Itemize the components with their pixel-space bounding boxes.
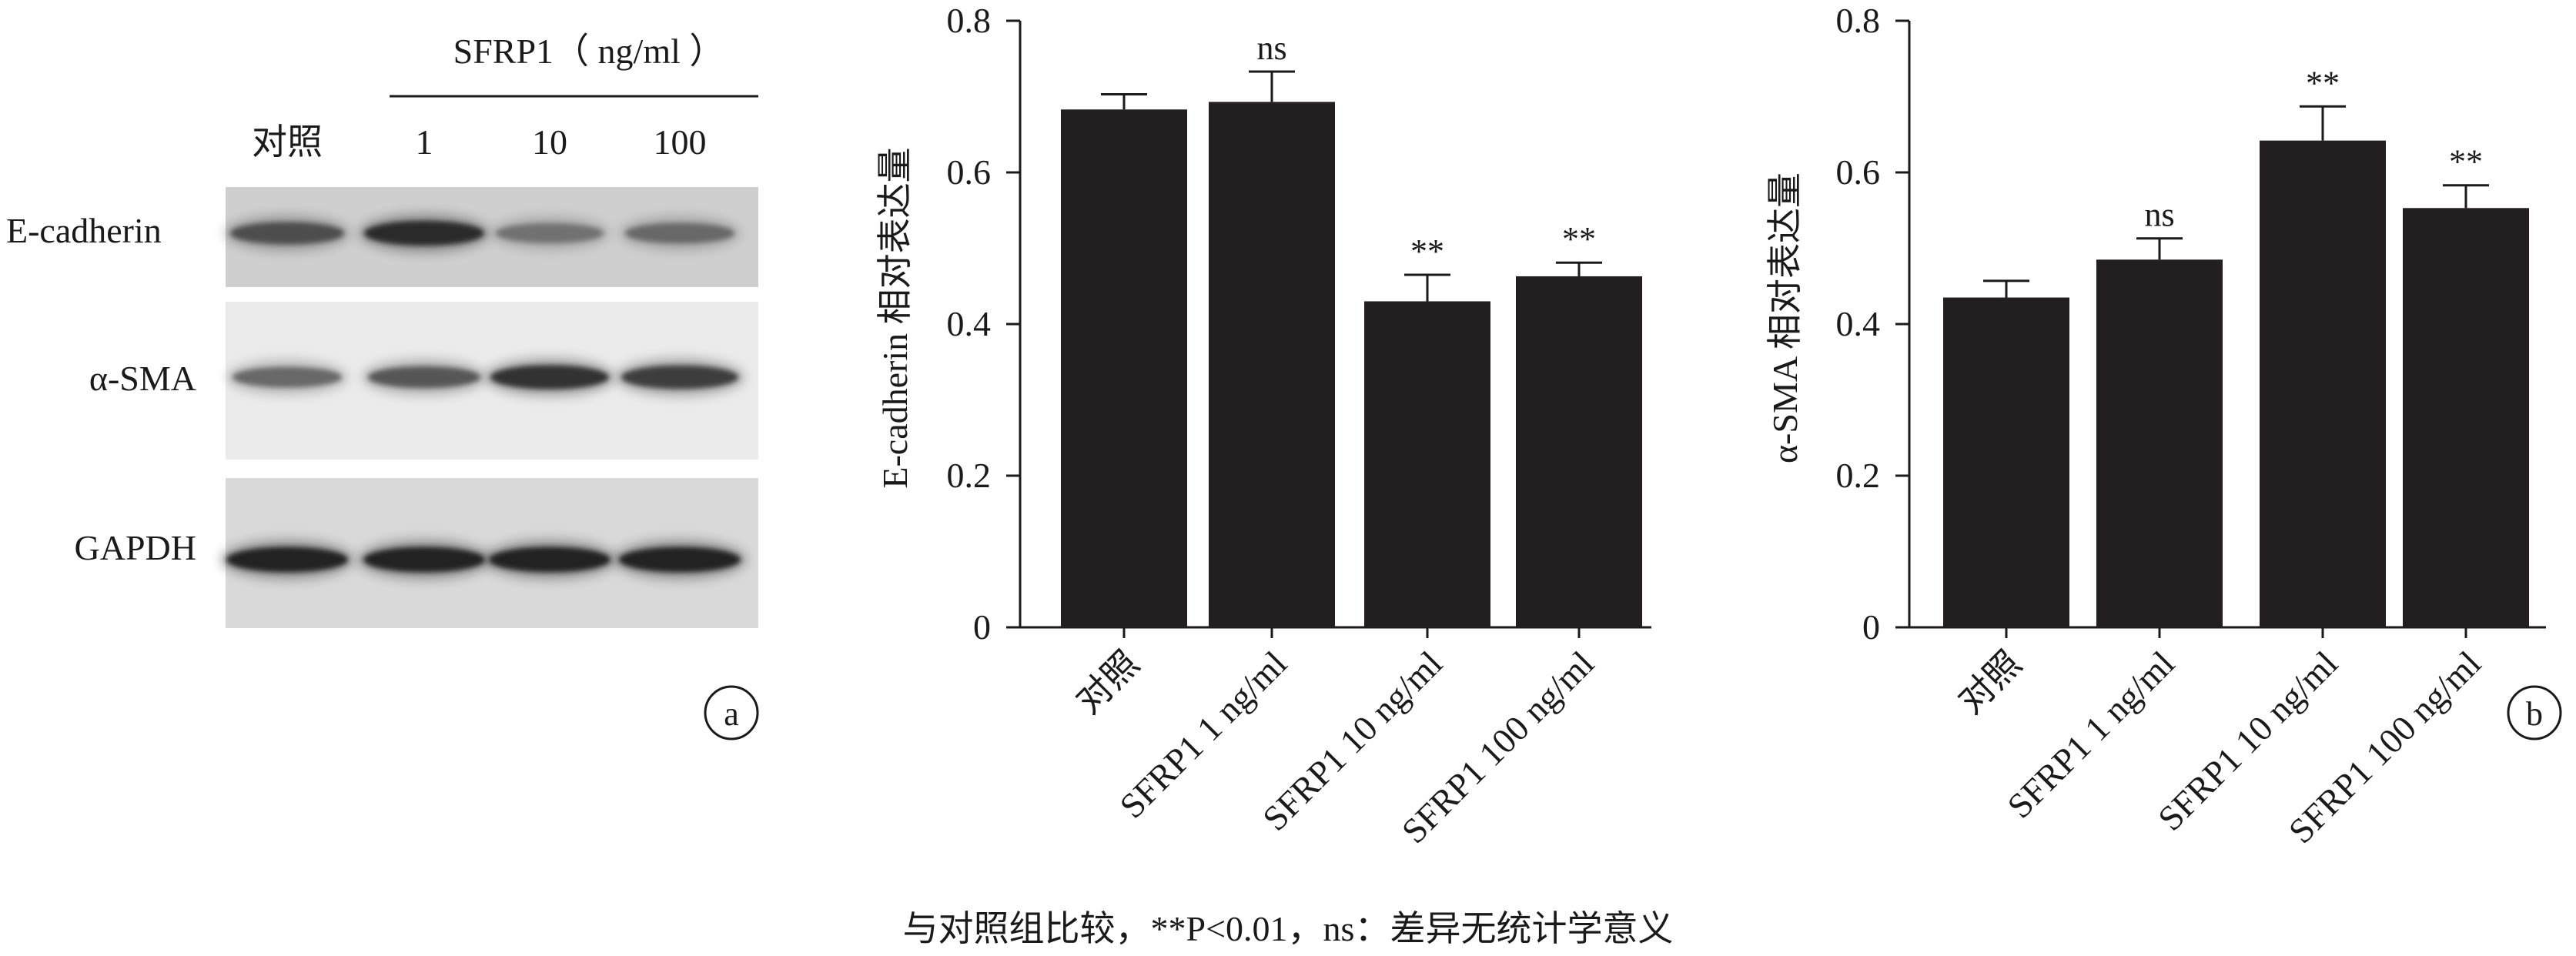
blot-band (364, 220, 484, 246)
blot-band (490, 365, 609, 389)
blot-band (230, 222, 344, 245)
blot-header: SFRP1（ ng/ml ） (453, 32, 725, 71)
significance-label: ** (2449, 143, 2483, 181)
y-axis-title: α-SMA 相对表达量 (1765, 172, 1805, 463)
lane-label-control: 对照 (252, 122, 323, 162)
significance-label: ** (2306, 64, 2340, 102)
blot-band (489, 547, 611, 573)
blot-band (368, 366, 480, 389)
x-tick-label: 对照 (1951, 643, 2029, 721)
y-tick-label: 0 (973, 607, 991, 647)
y-tick-label: 0.4 (947, 304, 992, 343)
lane-label-10: 10 (532, 122, 567, 162)
y-tick-label: 0.2 (1836, 456, 1881, 495)
y-tick-label: 0.6 (947, 152, 992, 192)
y-tick-label: 0.4 (1836, 304, 1881, 343)
panel-a-badge (704, 685, 759, 740)
blot-row-label-asma: α-SMA (89, 359, 196, 398)
blot-band (226, 547, 348, 573)
blot-bands (220, 212, 747, 580)
blot-band (233, 366, 342, 388)
bar (2260, 140, 2386, 627)
y-tick-label: 0.6 (1836, 152, 1881, 192)
significance-label: ns (2144, 196, 2174, 234)
blot-band (625, 222, 734, 244)
y-tick-label: 0.8 (947, 1, 992, 40)
significance-label: ** (1410, 232, 1444, 270)
blot-band (621, 365, 738, 389)
bar (1943, 297, 2069, 627)
bar (1061, 109, 1187, 627)
chart-ecadherin: E-cadherin 相对表达量 00.20.40.60.8对照nsSFRP1 … (875, 1, 1651, 851)
panel-b-badge (2507, 685, 2562, 740)
bar (2403, 208, 2529, 627)
bar (1516, 276, 1642, 627)
blot-panel: SFRP1（ ng/ml ） 对照 1 10 100 E-cadherin α-… (6, 32, 759, 740)
figure-caption: 与对照组比较，**P<0.01，ns：差异无统计学意义 (903, 909, 1674, 948)
y-tick-label: 0.8 (1836, 1, 1881, 40)
lane-label-1: 1 (416, 122, 433, 162)
blot-band (363, 547, 485, 573)
bar (2096, 259, 2223, 627)
bar (1364, 301, 1490, 627)
significance-label: ns (1256, 29, 1286, 67)
y-tick-label: 0 (1862, 607, 1880, 647)
blot-row-label-ecadherin: E-cadherin (6, 211, 162, 250)
panel-a-label: a (724, 695, 739, 733)
lane-label-100: 100 (654, 122, 707, 162)
bar (1209, 102, 1335, 627)
panel-b-label: b (2526, 695, 2543, 733)
y-axis-title: E-cadherin 相对表达量 (875, 147, 915, 488)
y-tick-label: 0.2 (947, 456, 992, 495)
blot-row-label-gapdh: GAPDH (75, 528, 196, 567)
significance-label: ** (1562, 220, 1596, 258)
blot-band (496, 223, 604, 243)
blot-band (619, 547, 741, 573)
x-tick-label: 对照 (1069, 643, 1146, 721)
